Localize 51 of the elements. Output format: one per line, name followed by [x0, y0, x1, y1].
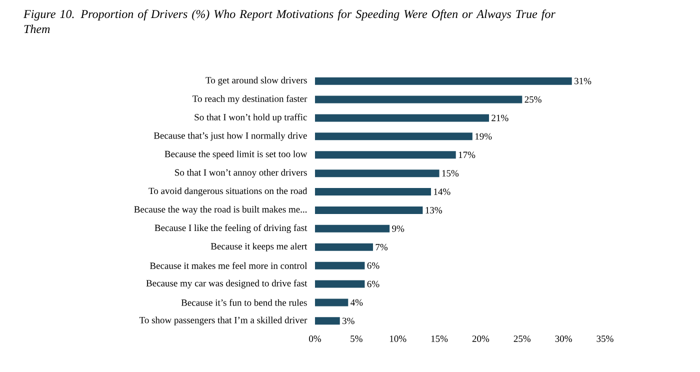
bar: [315, 243, 374, 251]
x-tick-label: 5%: [350, 336, 362, 342]
data-label: 4%: [350, 299, 363, 306]
data-label: 6%: [367, 280, 380, 288]
x-tick-label: 10%: [390, 336, 406, 342]
chart-title: Figure 10. Proportion of Drivers (%) Who Report Motivations for Speeding Were Often or Always True for Them: [23, 10, 556, 34]
data-label: 31%: [574, 78, 592, 84]
data-label: 3%: [342, 318, 354, 324]
bar: [315, 262, 365, 270]
x-tick-label: 35%: [596, 336, 614, 342]
data-label: 17%: [458, 152, 476, 158]
data-label: 19%: [475, 133, 492, 140]
data-label: 7%: [376, 244, 388, 250]
y-tick-label: Because the way the road is built makes me...: [134, 206, 307, 215]
bar: [315, 206, 423, 214]
x-tick-label: 0%: [309, 336, 322, 342]
y-tick-label: To get around slow drivers: [206, 76, 307, 86]
x-tick-label: 15%: [431, 336, 448, 342]
bar: [315, 188, 432, 196]
bar: [315, 317, 340, 325]
y-tick-label: Because I like the feeling of driving fast: [154, 224, 308, 234]
bar: [315, 151, 456, 159]
data-label: 15%: [442, 170, 459, 177]
bar: [315, 224, 390, 232]
x-tick-label: 20%: [472, 336, 490, 342]
bar: [315, 96, 522, 104]
y-tick-label: To show passengers that I’m a skilled driver: [139, 316, 308, 326]
x-tick-label: 30%: [555, 336, 572, 342]
bar: [315, 170, 440, 178]
bar: [315, 298, 348, 306]
y-tick-label: Because it keeps me alert: [210, 242, 308, 252]
bar: [315, 132, 472, 140]
data-label: 9%: [392, 225, 404, 232]
data-label: 25%: [524, 96, 542, 103]
data-label: 6%: [367, 262, 380, 269]
y-tick-label: So that I won’t hold up traffic: [194, 114, 307, 122]
y-tick-label: Because the speed limit is set too low: [164, 150, 308, 160]
y-tick-label: Because it makes me feel more in control: [150, 262, 308, 269]
y-tick-label: Because that’s just how I normally drive: [154, 132, 307, 141]
x-tick-label: 25%: [514, 336, 531, 342]
y-tick-label: To avoid dangerous situations on the road: [148, 187, 308, 196]
y-tick-label: Because it’s fun to bend the rules: [181, 299, 307, 306]
y-tick-label: So that I won’t annoy other drivers: [175, 169, 307, 178]
y-tick-label: To reach my destination faster: [192, 95, 308, 104]
data-label: 21%: [492, 114, 508, 122]
data-label: 13%: [426, 207, 442, 214]
y-tick-label: Because my car was designed to drive fast: [146, 280, 308, 288]
bar: [315, 114, 490, 122]
bar: [315, 77, 572, 85]
data-label: 14%: [434, 188, 450, 195]
bar: [315, 280, 365, 288]
